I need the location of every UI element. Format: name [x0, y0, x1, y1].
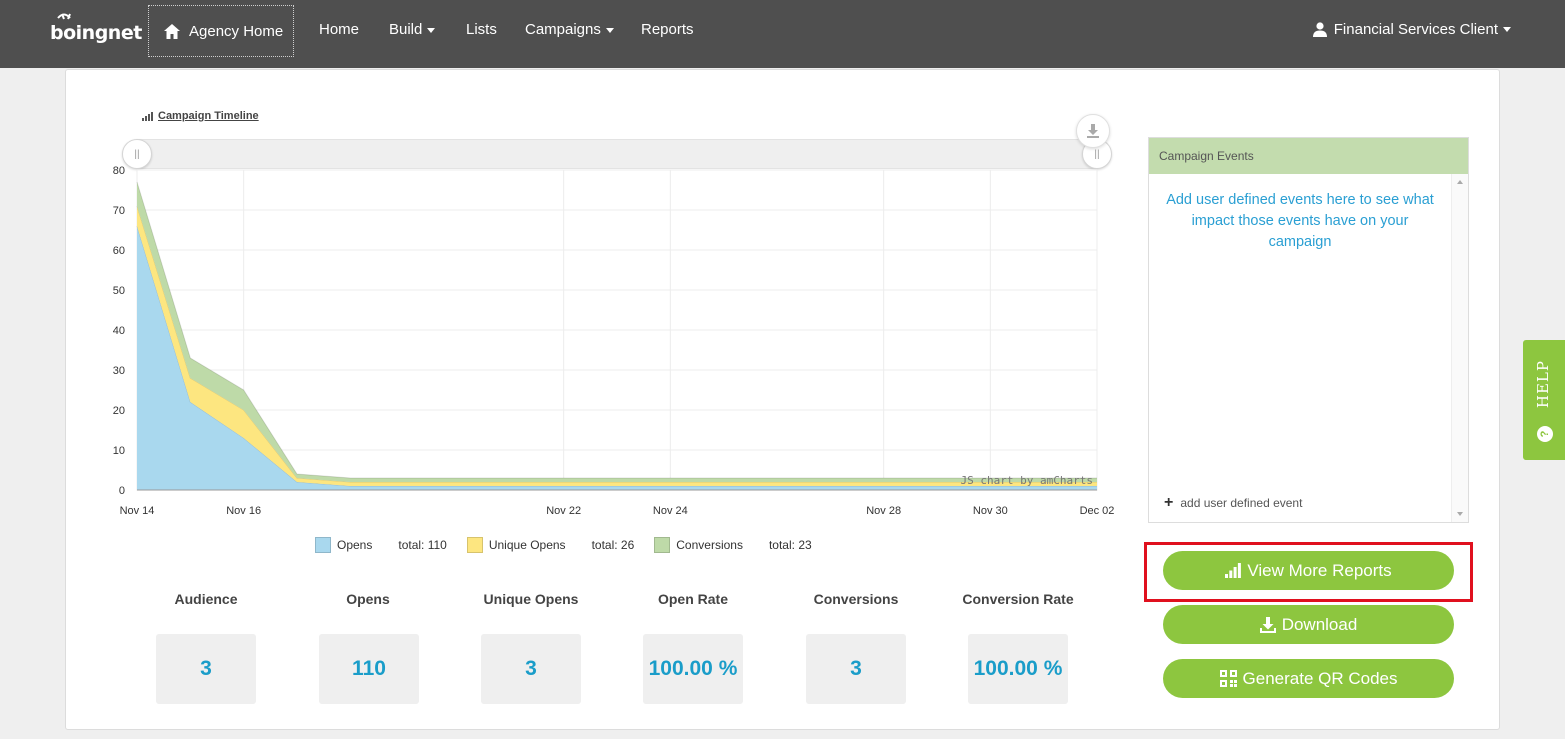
x-tick-label: Nov 30 — [973, 505, 1008, 517]
scrollbar-left-grip[interactable]: || — [122, 139, 152, 169]
line-series-conversions — [136, 181, 1097, 479]
view-more-reports-button[interactable]: View More Reports — [1163, 551, 1454, 590]
scroll-up-icon[interactable] — [1457, 180, 1463, 184]
nav-build[interactable]: Build — [389, 21, 436, 38]
legend-swatch — [315, 537, 331, 553]
top-navbar: boingnet Agency Home Home Build Lists Ca… — [0, 0, 1565, 68]
download-icon — [1259, 616, 1276, 633]
y-tick-label: 70 — [113, 205, 125, 217]
campaign-events-message: Add user defined events here to see what… — [1166, 192, 1434, 250]
stat-value-open-rate: 100.00 % — [643, 634, 743, 704]
agency-home-label: Agency Home — [189, 22, 284, 40]
y-tick-label: 10 — [113, 445, 125, 457]
add-user-event-link[interactable]: + add user defined event — [1164, 494, 1302, 512]
legend-item-opens[interactable]: Opens total: 110 — [315, 537, 447, 553]
chart-title: Campaign Timeline — [158, 110, 259, 122]
bar-chart-icon — [1225, 563, 1242, 578]
stat-label-unique-opens: Unique Opens — [483, 591, 579, 607]
stat-value-conversions: 3 — [806, 634, 906, 704]
stat-label-audience: Audience — [174, 591, 238, 607]
chart-scrollbar[interactable] — [137, 139, 1098, 169]
stat-value-unique-opens: 3 — [481, 634, 581, 704]
legend-item-unique-opens[interactable]: Unique Opens total: 26 — [466, 537, 634, 553]
nav-campaigns[interactable]: Campaigns — [525, 21, 614, 38]
area-series-opens — [137, 226, 1097, 490]
nav-lists[interactable]: Lists — [466, 21, 497, 38]
bar-chart-icon — [142, 111, 153, 121]
chart-title-link[interactable]: Campaign Timeline — [142, 110, 259, 122]
home-icon — [164, 23, 180, 39]
chevron-down-icon — [605, 27, 614, 33]
x-tick-label: Dec 02 — [1080, 505, 1115, 517]
chevron-down-icon — [427, 27, 436, 33]
x-tick-label: Nov 24 — [653, 505, 688, 517]
stat-value-audience: 3 — [156, 634, 256, 704]
legend-swatch — [654, 537, 671, 553]
highlight-box — [1144, 542, 1473, 602]
nav-reports[interactable]: Reports — [641, 21, 694, 38]
legend-swatch — [466, 537, 483, 553]
y-tick-label: 40 — [113, 325, 125, 337]
agency-home-button[interactable]: Agency Home — [148, 5, 294, 57]
qr-code-icon — [1219, 670, 1237, 687]
campaign-timeline-chart: 0 10 20 30 40 50 60 70 80 Nov 14 Nov 16 Nov 22 Nov 2… — [113, 165, 1115, 517]
x-tick-label: Nov 14 — [120, 505, 155, 517]
chart-watermark: JS chart by amCharts — [961, 474, 1093, 487]
add-user-event-label: add user defined event — [1180, 496, 1303, 510]
question-icon: ? — [1537, 426, 1553, 442]
stat-label-conversion-rate: Conversion Rate — [962, 591, 1074, 607]
download-button[interactable]: Download — [1163, 605, 1454, 644]
campaign-events-panel: Campaign Events Add user defined events … — [1148, 137, 1469, 523]
user-name: Financial Services Client — [1333, 21, 1498, 38]
y-tick-label: 60 — [113, 245, 125, 257]
y-tick-label: 0 — [119, 485, 125, 497]
x-tick-label: Nov 22 — [546, 505, 581, 517]
y-tick-label: 80 — [113, 165, 125, 177]
logo-text: boingnet — [50, 22, 142, 44]
campaign-events-header: Campaign Events — [1149, 138, 1468, 174]
stat-label-open-rate: Open Rate — [657, 591, 728, 607]
chart-legend: Opens total: 110 Unique Opens total: 26 … — [315, 537, 832, 553]
generate-qr-codes-button[interactable]: Generate QR Codes — [1163, 659, 1454, 698]
plus-icon: + — [1164, 494, 1174, 511]
y-tick-label: 50 — [113, 285, 125, 297]
chart-export-button[interactable] — [1076, 114, 1110, 148]
y-tick-label: 20 — [113, 405, 125, 417]
stat-label-opens: Opens — [346, 591, 390, 607]
x-tick-label: Nov 16 — [226, 505, 261, 517]
y-tick-label: 30 — [113, 365, 125, 377]
help-label: HELP — [1534, 360, 1552, 409]
stat-label-conversions: Conversions — [813, 591, 899, 607]
user-icon — [1312, 22, 1327, 37]
legend-item-conversions[interactable]: Conversions total: 23 — [654, 537, 812, 553]
stat-value-conversion-rate: 100.00 % — [968, 634, 1068, 704]
x-tick-label: Nov 28 — [866, 505, 901, 517]
scroll-down-icon[interactable] — [1457, 512, 1463, 516]
events-scrollbar[interactable] — [1451, 174, 1468, 522]
logo-icon — [57, 13, 71, 20]
boingnet-logo[interactable]: boingnet — [48, 12, 142, 48]
nav-home[interactable]: Home — [319, 21, 360, 38]
chevron-down-icon — [1503, 27, 1511, 32]
user-menu[interactable]: Financial Services Client — [1312, 21, 1511, 38]
help-tab[interactable]: HELP ? — [1523, 340, 1565, 460]
stat-value-opens: 110 — [319, 634, 419, 704]
download-icon — [1087, 124, 1099, 138]
